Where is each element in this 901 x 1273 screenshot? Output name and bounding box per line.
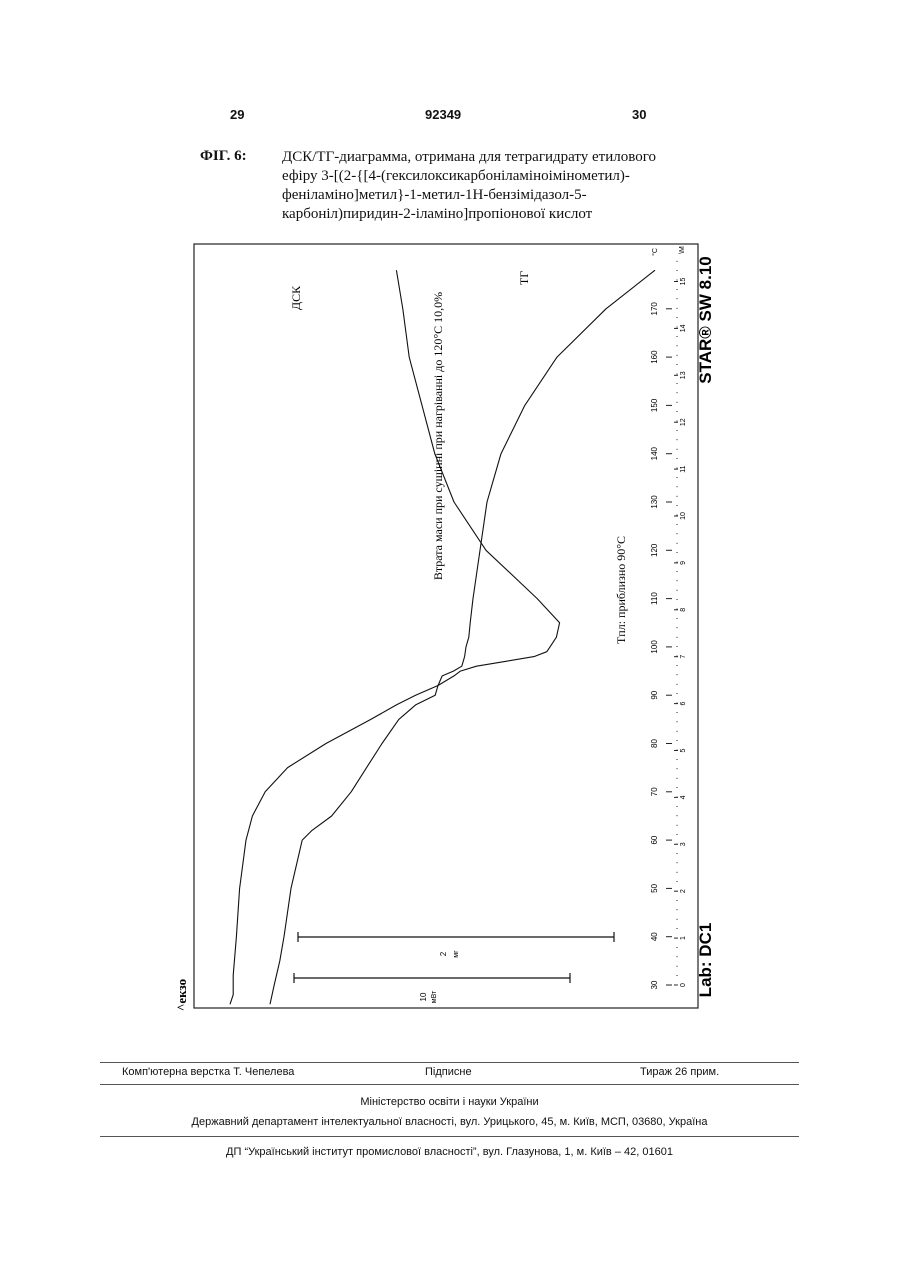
time-tick-label: 6: [680, 702, 687, 706]
page-number-right: 30: [632, 107, 646, 122]
scale-bar-power: [294, 973, 570, 983]
time-tick-label: 15: [680, 278, 687, 286]
scale-mw-unit: мВт: [431, 990, 438, 1003]
caption-line: карбоніл)пиридин-2-іламіно]пропіонової к…: [282, 205, 722, 224]
footer-department: Державний департамент інтелектуальної вл…: [100, 1116, 799, 1128]
scale-mw-value: 10: [419, 992, 428, 1001]
footer-typesetter: Комп'ютерна верстка Т. Чепелева: [122, 1066, 294, 1078]
scale-mg-unit: мг: [453, 950, 460, 958]
temperature-tick-label: 120: [650, 543, 659, 557]
footer-subscription: Підписне: [425, 1066, 472, 1078]
melting-point-annotation: Tпл: приблизно 90°C: [614, 536, 628, 644]
caption-line: ДСК/ТГ-диаграмма, отримана для тетрагидр…: [282, 148, 722, 167]
temperature-tick-label: 30: [650, 980, 659, 989]
time-tick-label: 1: [680, 936, 687, 940]
footer-ministry: Міністерство освіти і науки України: [100, 1096, 799, 1108]
tg-curve-label: ТГ: [517, 271, 531, 285]
tg-curve: [270, 270, 655, 1004]
software-label: STAR® SW 8.10: [696, 256, 715, 383]
footer-divider: [100, 1084, 799, 1085]
temperature-tick-label: 160: [650, 350, 659, 364]
dsc-tg-chart: 3040506070809010011012013014015016017001…: [170, 240, 730, 1020]
temperature-tick-label: 100: [650, 640, 659, 654]
figure-label: ФІГ. 6:: [200, 148, 247, 165]
temperature-tick-label: 110: [650, 592, 659, 605]
scale-mg-value: 2: [439, 951, 448, 956]
time-tick-label: 11: [680, 465, 687, 472]
time-tick-label: 14: [680, 324, 687, 332]
time-tick-label: 4: [680, 795, 687, 799]
footer-institute: ДП “Український інститут промислової вла…: [100, 1146, 799, 1158]
temperature-tick-label: 80: [650, 739, 659, 748]
time-tick-label: 9: [680, 561, 687, 565]
time-tick-label: 13: [680, 371, 687, 379]
dsc-curve: [230, 270, 560, 1004]
time-tick-label: 10: [680, 512, 687, 520]
page-number-left: 29: [230, 107, 244, 122]
temperature-tick-label: 70: [650, 787, 659, 796]
caption-line: ефіру 3-[(2-{[4-(гексилоксикарбоніламіно…: [282, 167, 722, 186]
lab-label: Lab: DC1: [696, 923, 715, 998]
temperature-tick-label: 130: [650, 495, 659, 509]
time-tick-label: 8: [680, 608, 687, 612]
temperature-tick-label: 60: [650, 835, 659, 844]
temperature-unit-label: °C: [651, 248, 659, 256]
figure-caption: ДСК/ТГ-диаграмма, отримана для тетрагидр…: [282, 148, 722, 224]
time-tick-label: 0: [680, 983, 687, 987]
temperature-tick-label: 40: [650, 932, 659, 941]
footer-divider: [100, 1136, 799, 1137]
time-tick-label: 12: [680, 418, 687, 426]
time-unit-label: \M: [679, 246, 686, 254]
temperature-tick-label: 90: [650, 690, 659, 699]
time-tick-label: 7: [680, 655, 687, 659]
time-tick-label: 2: [680, 889, 687, 893]
caption-line: феніламіно]метил}-1-метил-1H-бензімідазо…: [282, 186, 722, 205]
time-tick-label: 5: [680, 748, 687, 752]
footer-print-run: Тираж 26 прим.: [640, 1066, 719, 1078]
temperature-tick-label: 150: [650, 398, 659, 412]
mass-loss-annotation: Втрата маси при сушінні при нагріванні д…: [431, 292, 445, 580]
axis-ticks: 3040506070809010011012013014015016017001…: [650, 261, 687, 989]
scale-bar-mass: [298, 932, 614, 942]
patent-number: 92349: [425, 107, 461, 122]
temperature-tick-label: 170: [650, 302, 659, 316]
time-tick-label: 3: [680, 842, 687, 846]
temperature-tick-label: 50: [650, 883, 659, 892]
dsc-curve-label: ДСК: [289, 285, 303, 310]
footer-divider: [100, 1062, 799, 1063]
exo-direction-label: ^екзо: [174, 979, 189, 1011]
temperature-tick-label: 140: [650, 446, 659, 460]
